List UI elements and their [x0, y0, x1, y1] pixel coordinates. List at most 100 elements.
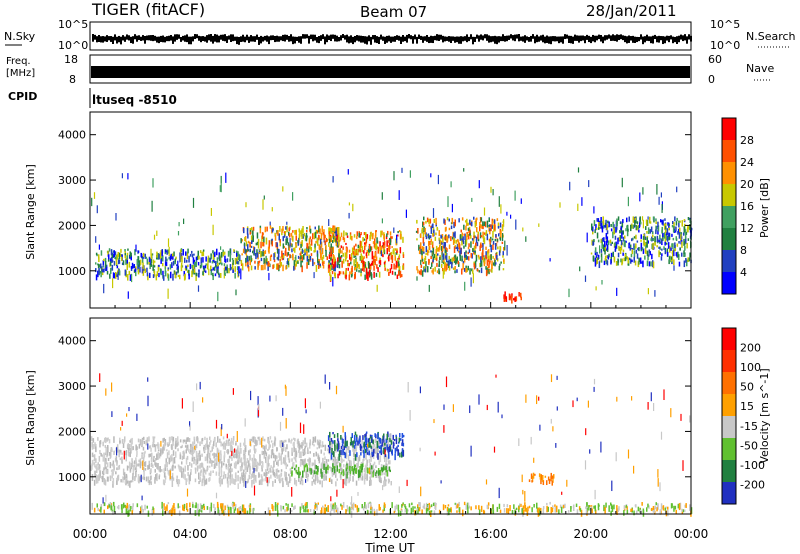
velocity-cell: [198, 450, 201, 457]
nsky-mark: [422, 36, 424, 43]
power-cell: [124, 253, 126, 256]
velocity-cell: [186, 509, 189, 512]
power-cell: [341, 250, 343, 254]
power-cell: [416, 219, 418, 224]
velocity-cell: [95, 474, 97, 480]
power-cell: [462, 263, 464, 270]
power-cell: [127, 274, 129, 281]
velocity-cell: [206, 441, 208, 448]
power-cell: [260, 241, 262, 249]
velocity-cell: [269, 444, 271, 448]
velocity-cell: [462, 509, 464, 517]
power-cell: [597, 254, 600, 260]
velocity-cell: [209, 507, 211, 513]
velocity-cell: [265, 460, 267, 464]
power-cell: [615, 226, 617, 233]
velocity-cell: [288, 458, 291, 462]
nsky-mark: [622, 35, 624, 41]
power-cell: [452, 239, 455, 245]
power-cell: [129, 274, 132, 281]
velocity-cell: [345, 455, 348, 459]
velocity-cell: [389, 437, 391, 443]
velocity-cell: [175, 441, 177, 444]
velocity-cell: [136, 503, 139, 508]
power-cell: [210, 269, 212, 276]
velocity-cell: [193, 456, 195, 460]
power-cell: [184, 257, 186, 263]
velocity-cell: [120, 427, 122, 431]
velocity-cell: [324, 507, 326, 514]
power-cell: [612, 251, 614, 258]
power-cell: [430, 173, 432, 178]
power-cell: [277, 263, 279, 270]
velocity-cell: [267, 456, 269, 464]
power-cell: [622, 249, 625, 253]
velocity-cell: [291, 503, 293, 507]
power-cell: [111, 256, 113, 263]
power-cell: [499, 263, 501, 266]
power-cell: [383, 245, 385, 251]
cpid-value: ltuseq -8510: [92, 93, 177, 107]
power-cell: [591, 223, 593, 231]
power-cell: [382, 242, 385, 249]
power-cell: [276, 230, 278, 233]
velocity-cell: [604, 506, 606, 514]
velocity-cell: [496, 506, 499, 512]
velocity-cell: [440, 480, 442, 484]
velocity-cell: [390, 481, 392, 486]
velocity-cell: [291, 472, 293, 477]
power-cell: [646, 219, 649, 227]
power-cell: [457, 250, 460, 253]
power-cell: [95, 268, 97, 273]
velocity-cell: [409, 410, 411, 421]
velocity-cell: [298, 451, 301, 458]
power-cell: [266, 258, 268, 265]
power-cell: [505, 296, 508, 302]
velocity-cell: [236, 508, 239, 514]
power-cell: [300, 255, 302, 260]
velocity-cell: [299, 443, 301, 450]
power-cell: [652, 231, 654, 235]
power-cell: [485, 246, 487, 250]
power-cell: [647, 240, 649, 244]
velocity-cell: [314, 468, 317, 473]
velocity-cell: [155, 462, 157, 467]
power-cell: [642, 248, 645, 254]
power-cell: [348, 249, 351, 253]
velocity-cell: [359, 443, 362, 451]
power-cell: [299, 253, 301, 256]
velocity-cell: [337, 438, 339, 442]
velocity-cell: [274, 479, 276, 483]
power-cell: [451, 203, 453, 213]
velocity-cell: [126, 413, 128, 417]
velocity-cell: [399, 433, 401, 438]
velocity-cell: [346, 507, 349, 512]
velocity-cell: [327, 448, 329, 452]
power-cell: [208, 257, 210, 263]
velocity-cell: [294, 453, 296, 457]
power-cell: [622, 230, 624, 235]
velocity-cell: [214, 453, 217, 458]
velocity-cell: [249, 449, 251, 453]
velocity-cell: [335, 481, 337, 487]
power-cell: [271, 227, 274, 230]
velocity-cell: [346, 463, 348, 466]
power-cell: [135, 244, 137, 252]
power-cell: [472, 273, 474, 284]
power-cell: [388, 239, 390, 244]
velocity-cell: [377, 468, 380, 472]
velocity-cell: [394, 447, 397, 454]
power-cell: [220, 252, 223, 258]
velocity-cell: [363, 446, 366, 450]
power-cell: [264, 263, 266, 270]
power-cell: [100, 266, 103, 274]
nsky-mark: [630, 36, 632, 41]
velocity-cell: [267, 507, 270, 515]
velocity-cell: [324, 374, 326, 384]
nsky-mark: [594, 35, 596, 43]
power-cell: [681, 252, 683, 257]
velocity-cell: [593, 386, 595, 392]
velocity-cell: [102, 470, 104, 475]
velocity-cell: [126, 480, 129, 484]
power-cell: [606, 260, 609, 266]
